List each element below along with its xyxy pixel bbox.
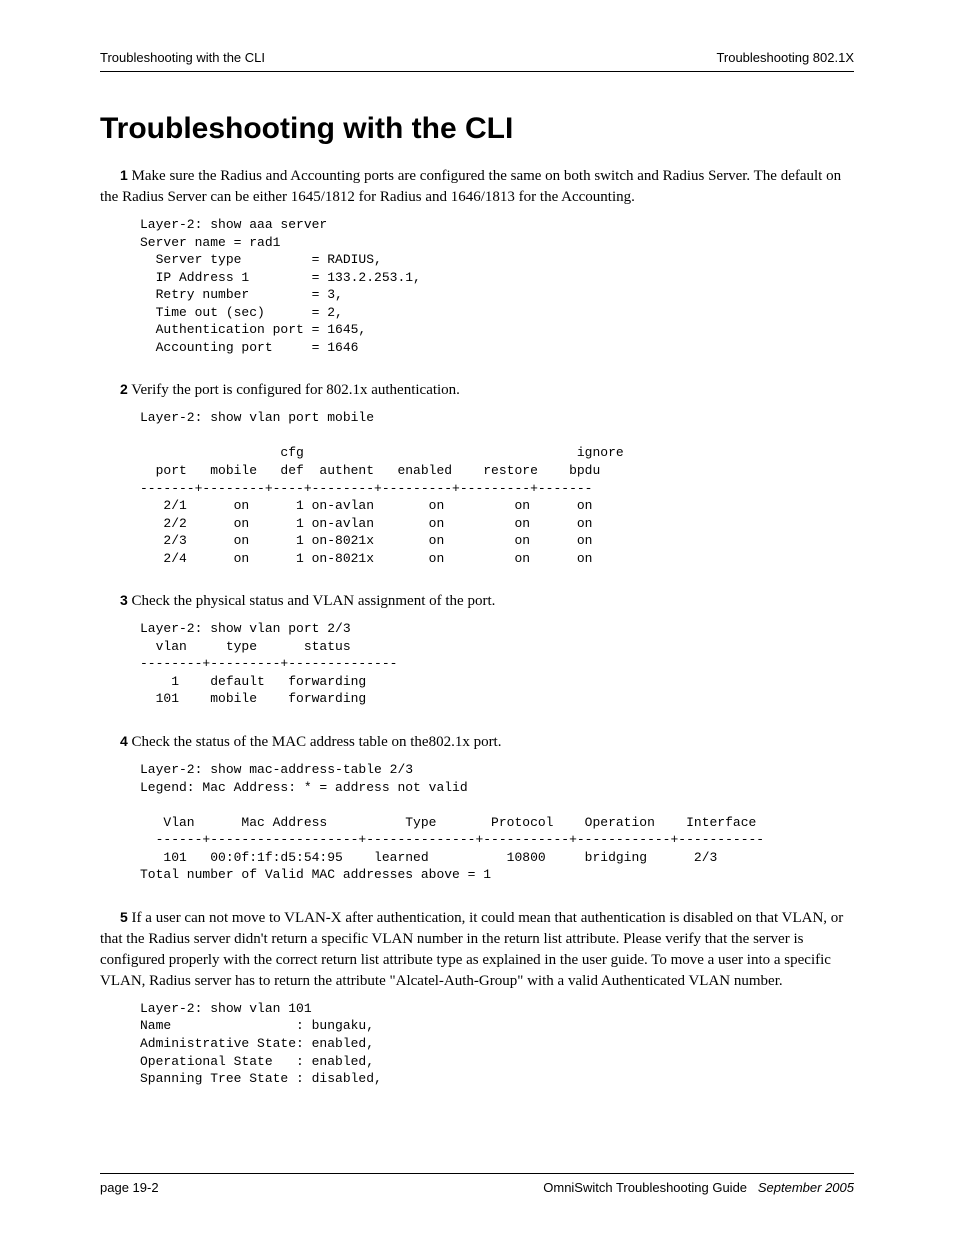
code-block: Layer-2: show aaa server Server name = r… — [140, 216, 854, 356]
footer-title: OmniSwitch Troubleshooting Guide — [543, 1180, 747, 1195]
step-number: 3 — [120, 592, 128, 608]
step-text: 2 Verify the port is configured for 802.… — [100, 380, 854, 401]
page-footer: page 19-2 OmniSwitch Troubleshooting Gui… — [100, 1173, 854, 1195]
header-left: Troubleshooting with the CLI — [100, 50, 265, 65]
step-number: 1 — [120, 167, 128, 183]
code-block: Layer-2: show vlan port mobile cfg ignor… — [140, 409, 854, 567]
step-number: 2 — [120, 381, 128, 397]
page: Troubleshooting with the CLI Troubleshoo… — [0, 0, 954, 1235]
code-block: Layer-2: show vlan 101 Name : bungaku, A… — [140, 1000, 854, 1088]
footer-left: page 19-2 — [100, 1180, 159, 1195]
step-number: 5 — [120, 909, 128, 925]
footer-date: September 2005 — [758, 1180, 854, 1195]
footer-right: OmniSwitch Troubleshooting Guide Septemb… — [543, 1180, 854, 1195]
page-title: Troubleshooting with the CLI — [100, 112, 854, 146]
header-right: Troubleshooting 802.1X — [716, 50, 854, 65]
steps-container: 1 Make sure the Radius and Accounting po… — [100, 166, 854, 1088]
step-text: 4 Check the status of the MAC address ta… — [100, 732, 854, 753]
step-number: 4 — [120, 733, 128, 749]
page-header: Troubleshooting with the CLI Troubleshoo… — [100, 50, 854, 72]
step-text: 1 Make sure the Radius and Accounting po… — [100, 166, 854, 208]
code-block: Layer-2: show vlan port 2/3 vlan type st… — [140, 620, 854, 708]
step-text: 5 If a user can not move to VLAN-X after… — [100, 908, 854, 992]
code-block: Layer-2: show mac-address-table 2/3 Lege… — [140, 761, 854, 884]
step-text: 3 Check the physical status and VLAN ass… — [100, 591, 854, 612]
